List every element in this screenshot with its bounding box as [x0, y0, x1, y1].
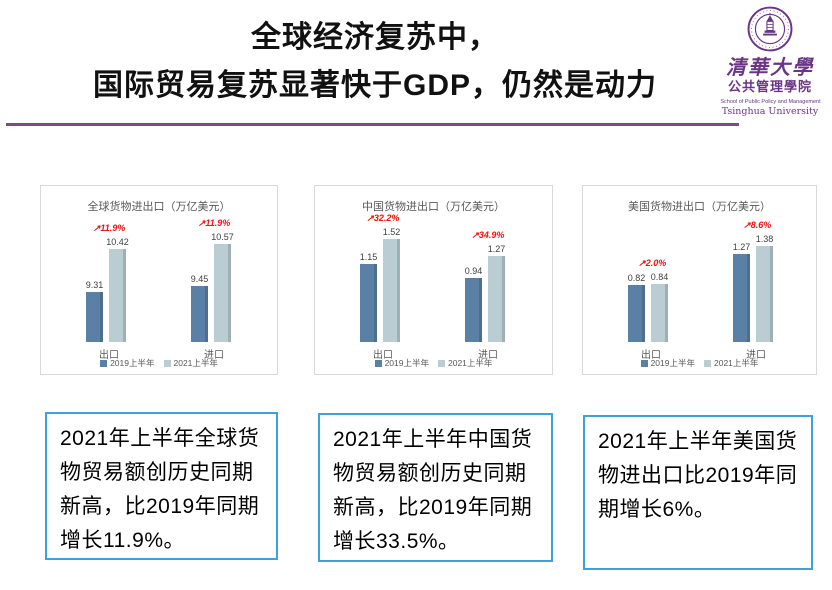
legend-label: 2021上半年: [448, 358, 493, 368]
note-text: 2021年上半年全球货物贸易额创历史同期新高，比2019年同期增长11.9%。: [60, 427, 260, 552]
logo-en-school: School of Public Policy and Management: [720, 99, 821, 105]
growth-label: ↗2.0%: [638, 257, 667, 268]
legend-swatch-icon: [704, 359, 711, 367]
bar-2021-import: 10.57 ↗11.9%: [198, 218, 234, 342]
bar-fill: [109, 249, 126, 342]
legend-label: 2021上半年: [714, 358, 759, 368]
chart-panel-global: 全球货物进出口（万亿美元） 9.31 10.42 ↗11.9% 出口 9.45 10.57…: [40, 185, 278, 375]
bar-2019-export: 1.15: [360, 252, 377, 342]
bar-fill: [628, 284, 645, 342]
growth-label: ↗32.2%: [366, 213, 400, 224]
logo-cn-school: 公共管理學院: [727, 80, 812, 95]
title-divider: [6, 123, 739, 126]
bar-value-label: 0.84: [650, 271, 669, 282]
category-label: 进口: [746, 350, 766, 361]
bar-2021-export: 1.52 ↗32.2%: [366, 213, 400, 342]
chart-legend: 2019上半年 2021上半年: [41, 357, 277, 369]
bar-fill: [360, 264, 377, 342]
bar-value-label: 9.31: [85, 279, 104, 290]
growth-label: ↗11.9%: [197, 217, 231, 228]
note-box-global: 2021年上半年全球货物贸易额创历史同期新高，比2019年同期增长11.9%。: [45, 412, 278, 560]
growth-label: ↗34.9%: [471, 230, 505, 241]
category-label: 出口: [641, 350, 661, 361]
category-label: 进口: [478, 350, 498, 361]
growth-label: ↗8.6%: [743, 219, 772, 230]
slide-title: 全球经济复苏中， 国际贸易复苏显著快于GDP，仍然是动力: [20, 14, 730, 110]
legend-label: 2019上半年: [650, 358, 695, 368]
bar-2019-import: 9.45: [191, 274, 208, 342]
legend-item-2019: 2019上半年: [374, 357, 429, 369]
slide-title-line1: 全球经济复苏中，: [251, 21, 499, 54]
category-label: 进口: [204, 350, 224, 361]
bar-2019-import: 0.94: [465, 266, 482, 342]
legend-item-2019: 2019上半年: [100, 357, 155, 369]
bar-2021-export: 0.84 ↗2.0%: [638, 258, 668, 342]
bar-fill: [756, 245, 773, 342]
bar-value-label: 1.52: [382, 227, 401, 238]
note-text: 2021年上半年中国货物贸易额创历史同期新高，比2019年同期增长33.5%。: [333, 428, 533, 553]
legend-label: 2019上半年: [384, 358, 429, 368]
legend-swatch-icon: [438, 359, 445, 367]
chart-legend: 2019上半年 2021上半年: [583, 357, 816, 369]
bar-value-label: 0.94: [464, 266, 483, 277]
growth-label: ↗11.9%: [92, 223, 126, 234]
bar-2021-export: 10.42 ↗11.9%: [93, 223, 129, 342]
tsinghua-seal-icon: [747, 6, 793, 52]
bar-fill: [86, 291, 103, 342]
chart-plot: 1.15 1.52 ↗32.2% 出口 0.94 1.27 ↗34.9% 进口: [315, 186, 552, 374]
note-text: 2021年上半年美国货物进出口比2019年同期增长6%。: [598, 430, 798, 521]
bar-fill: [651, 283, 668, 342]
legend-item-2021: 2021上半年: [163, 357, 218, 369]
bar-fill: [733, 253, 750, 342]
bar-2021-import: 1.38 ↗8.6%: [743, 220, 773, 342]
note-box-china: 2021年上半年中国货物贸易额创历史同期新高，比2019年同期增长33.5%。: [318, 413, 553, 562]
bar-fill: [383, 239, 400, 342]
bar-value-label: 10.42: [106, 237, 129, 248]
chart-plot: 0.82 0.84 ↗2.0% 出口 1.27 1.38 ↗8.6% 进口: [583, 186, 816, 374]
legend-label: 2019上半年: [110, 358, 155, 368]
bar-value-label: 1.27: [732, 241, 751, 252]
legend-item-2021: 2021上半年: [438, 357, 492, 369]
logo-cn-name: 清華大學: [726, 55, 814, 79]
bar-value-label: 1.15: [359, 252, 378, 263]
chart-title: 中国货物进出口（万亿美元）: [362, 201, 505, 213]
legend-swatch-icon: [640, 359, 648, 367]
legend-label: 2021上半年: [173, 358, 218, 368]
tsinghua-logo: 清華大學 公共管理學院 School of Public Policy and …: [716, 6, 824, 118]
bar-fill: [191, 286, 208, 342]
note-box-us: 2021年上半年美国货物进出口比2019年同期增长6%。: [583, 415, 813, 570]
category-label: 出口: [99, 350, 119, 361]
chart-panel-china: 中国货物进出口（万亿美元） 1.15 1.52 ↗32.2% 出口 0.94 1.27 ↗3…: [314, 185, 553, 375]
category-label: 出口: [373, 350, 393, 361]
chart-title: 全球货物进出口（万亿美元）: [87, 201, 231, 213]
bar-2021-import: 1.27 ↗34.9%: [471, 230, 505, 342]
legend-swatch-icon: [374, 359, 382, 367]
chart-legend: 2019上半年 2021上半年: [315, 357, 552, 369]
bar-fill: [488, 256, 505, 342]
bar-value-label: 10.57: [211, 231, 234, 242]
bar-value-label: 1.27: [487, 244, 506, 255]
bar-fill: [465, 278, 482, 342]
legend-swatch-icon: [163, 359, 171, 367]
legend-item-2019: 2019上半年: [640, 357, 695, 369]
legend-item-2021: 2021上半年: [704, 357, 758, 369]
bar-value-label: 9.45: [190, 274, 209, 285]
bar-2019-import: 1.27: [733, 242, 750, 342]
bar-fill: [214, 243, 231, 342]
chart-title: 美国货物进出口（万亿美元）: [628, 201, 771, 213]
slide-title-line2: 国际贸易复苏显著快于GDP，仍然是动力: [92, 69, 657, 102]
bar-value-label: 0.82: [627, 272, 646, 283]
logo-en-name: Tsinghua University: [721, 105, 819, 117]
legend-swatch-icon: [100, 359, 108, 367]
bar-2019-export: 9.31: [86, 280, 103, 342]
bar-2019-export: 0.82: [628, 273, 645, 342]
chart-panel-us: 美国货物进出口（万亿美元） 0.82 0.84 ↗2.0% 出口 1.27 1.38 ↗8.…: [582, 185, 817, 375]
chart-plot: 9.31 10.42 ↗11.9% 出口 9.45 10.57 ↗11.9% 进口: [41, 186, 277, 374]
bar-value-label: 1.38: [755, 233, 774, 244]
